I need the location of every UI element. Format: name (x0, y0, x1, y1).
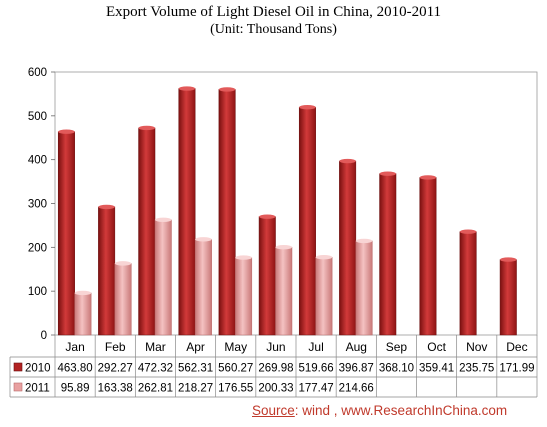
bar-top (339, 158, 356, 164)
bar-top (500, 257, 517, 262)
legend-key-2011 (13, 382, 23, 392)
y-tick-label: 300 (28, 199, 47, 211)
bar-2010-jul (298, 106, 316, 336)
category-label: Mar (145, 340, 166, 354)
bar-top (58, 129, 75, 134)
bar-top (259, 214, 276, 219)
data-label: 463.80 (57, 363, 92, 375)
data-label: 472.32 (138, 363, 173, 375)
y-tick-label: 0 (41, 330, 47, 342)
bar-top (235, 255, 252, 260)
bar-2011-apr (194, 239, 212, 336)
bar-2010-may (218, 89, 236, 336)
bar-top (379, 171, 397, 176)
bar-2011-jul (315, 256, 333, 336)
legend-label-2011: 2011 (25, 383, 50, 395)
bar-top (355, 238, 373, 244)
bar-2010-aug (339, 160, 357, 336)
data-label: 292.27 (98, 363, 133, 375)
y-tick-label: 400 (28, 155, 47, 167)
bar-top (218, 87, 236, 92)
bar-2011-aug (355, 240, 373, 336)
bar-2010-apr (178, 88, 196, 336)
bar-top (155, 217, 172, 223)
data-label: 519.66 (298, 363, 333, 375)
bar-top (178, 86, 196, 91)
data-label: 235.75 (459, 363, 494, 375)
bar-2011-jun (275, 246, 293, 336)
bar-top (74, 290, 92, 296)
category-label: Feb (105, 340, 126, 354)
category-label: Jul (308, 340, 323, 354)
bar-top (315, 255, 333, 260)
bar-top (275, 244, 292, 250)
category-label: Nov (466, 340, 487, 354)
y-tick-label: 600 (28, 67, 47, 79)
category-label: Jun (266, 340, 285, 354)
bar-2010-nov (459, 231, 477, 336)
bar-2010-jan (57, 131, 75, 336)
data-label: 359.41 (419, 363, 454, 375)
bar-2010-jun (258, 216, 276, 336)
category-label: May (224, 340, 247, 354)
source-text: : wind , www.ResearchInChina.com (294, 403, 508, 418)
bar-2011-jan (74, 292, 92, 336)
category-label: Sep (386, 340, 408, 354)
y-tick-label: 100 (28, 286, 47, 298)
bar-top (98, 204, 115, 210)
data-label: 200.33 (258, 383, 293, 395)
bar-2010-oct (419, 177, 437, 336)
data-label: 95.89 (61, 383, 90, 395)
bar-top (459, 229, 477, 234)
bar-top (138, 125, 156, 131)
bar-2010-feb (98, 206, 116, 336)
data-label: 396.87 (339, 363, 374, 375)
category-label: Oct (427, 340, 446, 354)
bar-top (299, 105, 316, 110)
legend-label-2010: 2010 (25, 363, 51, 375)
legend-key-2010 (13, 362, 23, 372)
source-prefix: Source (252, 403, 295, 418)
data-label: 368.10 (379, 363, 414, 375)
data-label: 560.27 (218, 363, 253, 375)
bar-2010-sep (379, 173, 397, 336)
bar-2010-dec (499, 259, 517, 336)
data-label: 269.98 (258, 363, 293, 375)
data-label: 262.81 (138, 383, 173, 395)
bar-2011-feb (114, 263, 132, 336)
data-label: 177.47 (298, 383, 333, 395)
category-label: Apr (186, 340, 205, 354)
category-label: Jan (65, 340, 84, 354)
bar-2011-mar (154, 219, 172, 336)
chart-subtitle: (Unit: Thousand Tons) (210, 22, 337, 37)
bar-top (114, 261, 132, 266)
data-label: 218.27 (178, 383, 213, 395)
data-label: 562.31 (178, 363, 213, 375)
data-label: 176.55 (218, 383, 253, 395)
bar-2010-mar (138, 127, 156, 336)
bar-top (195, 237, 212, 242)
chart-title: Export Volume of Light Diesel Oil in Chi… (105, 4, 442, 20)
bar-2011-may (235, 257, 253, 336)
data-label: 163.38 (98, 383, 133, 395)
y-tick-label: 500 (28, 111, 47, 123)
source-note: Source: wind , www.ResearchInChina.com (252, 403, 507, 418)
data-label: 171.99 (499, 363, 534, 375)
category-label: Aug (346, 340, 367, 354)
category-label: Dec (506, 340, 527, 354)
bar-top (419, 175, 437, 180)
y-tick-label: 200 (28, 242, 47, 254)
data-label: 214.66 (339, 383, 374, 395)
